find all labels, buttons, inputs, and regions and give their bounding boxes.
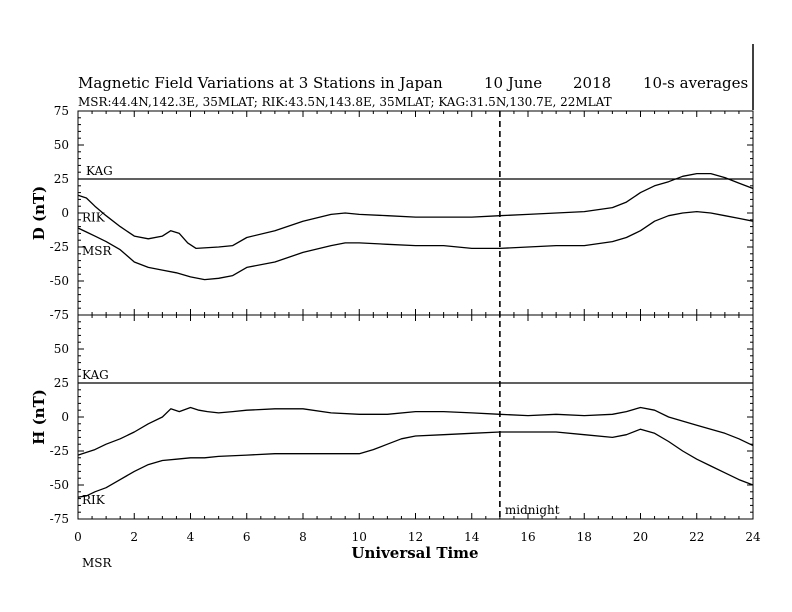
xtick-label-6: 12 bbox=[408, 530, 423, 544]
ytick-label-D-1: 50 bbox=[54, 138, 69, 152]
xtick-label-8: 16 bbox=[520, 530, 535, 544]
date-label: 10 June bbox=[484, 74, 542, 92]
series-label-D-rik: RIK bbox=[82, 210, 106, 224]
panel-h-ylabel: H (nT) bbox=[30, 389, 48, 445]
ytick-label-H-5: -50 bbox=[50, 478, 69, 492]
ytick-label-H-3: 0 bbox=[61, 410, 69, 424]
series-label-H-kag: KAG bbox=[82, 368, 109, 382]
series-D-msr bbox=[77, 210, 754, 281]
panel-d-frame bbox=[77, 110, 754, 316]
series-H-msr bbox=[77, 428, 754, 498]
series-label-H-msr: MSR bbox=[82, 556, 113, 570]
xtick-label-5: 10 bbox=[352, 530, 367, 544]
ytick-label-H-2: 25 bbox=[54, 376, 69, 390]
panel-d-ylabel: D (nT) bbox=[30, 186, 48, 241]
xtick-label-0: 0 bbox=[74, 530, 82, 544]
averaging-label: 10-s averages bbox=[643, 74, 748, 92]
x-axis-label: Universal Time bbox=[351, 544, 478, 562]
ytick-label-D-5: -50 bbox=[50, 274, 69, 288]
series-label-H-rik: RIK bbox=[82, 493, 106, 507]
xtick-label-4: 8 bbox=[299, 530, 307, 544]
series-H-rik bbox=[77, 406, 754, 456]
panel-h-frame bbox=[77, 314, 754, 520]
midnight-label: midnight bbox=[505, 503, 560, 517]
xtick-label-11: 22 bbox=[689, 530, 704, 544]
ytick-label-D-0: 75 bbox=[54, 104, 69, 118]
xtick-label-3: 6 bbox=[243, 530, 251, 544]
series-label-D-kag: KAG bbox=[86, 164, 113, 178]
xtick-label-10: 20 bbox=[633, 530, 648, 544]
xtick-label-1: 2 bbox=[130, 530, 138, 544]
xtick-label-9: 18 bbox=[577, 530, 592, 544]
ytick-label-D-3: 0 bbox=[61, 206, 69, 220]
ytick-label-D-2: 25 bbox=[54, 172, 69, 186]
ytick-label-H-4: -25 bbox=[50, 444, 69, 458]
ytick-label-D-6: -75 bbox=[50, 308, 69, 322]
ytick-label-H-1: 50 bbox=[54, 342, 69, 356]
stations-line: MSR:44.4N,142.3E, 35MLAT; RIK:43.5N,143.… bbox=[78, 95, 612, 109]
xtick-label-2: 4 bbox=[187, 530, 195, 544]
chart-title: Magnetic Field Variations at 3 Stations … bbox=[78, 74, 443, 92]
ytick-label-D-4: -25 bbox=[50, 240, 69, 254]
ytick-label-H-6: -75 bbox=[50, 512, 69, 526]
year-label: 2018 bbox=[573, 74, 611, 92]
series-D-rik bbox=[77, 172, 754, 250]
xtick-label-7: 14 bbox=[464, 530, 480, 544]
xtick-label-12: 24 bbox=[745, 530, 761, 544]
series-label-D-msr: MSR bbox=[82, 244, 113, 258]
